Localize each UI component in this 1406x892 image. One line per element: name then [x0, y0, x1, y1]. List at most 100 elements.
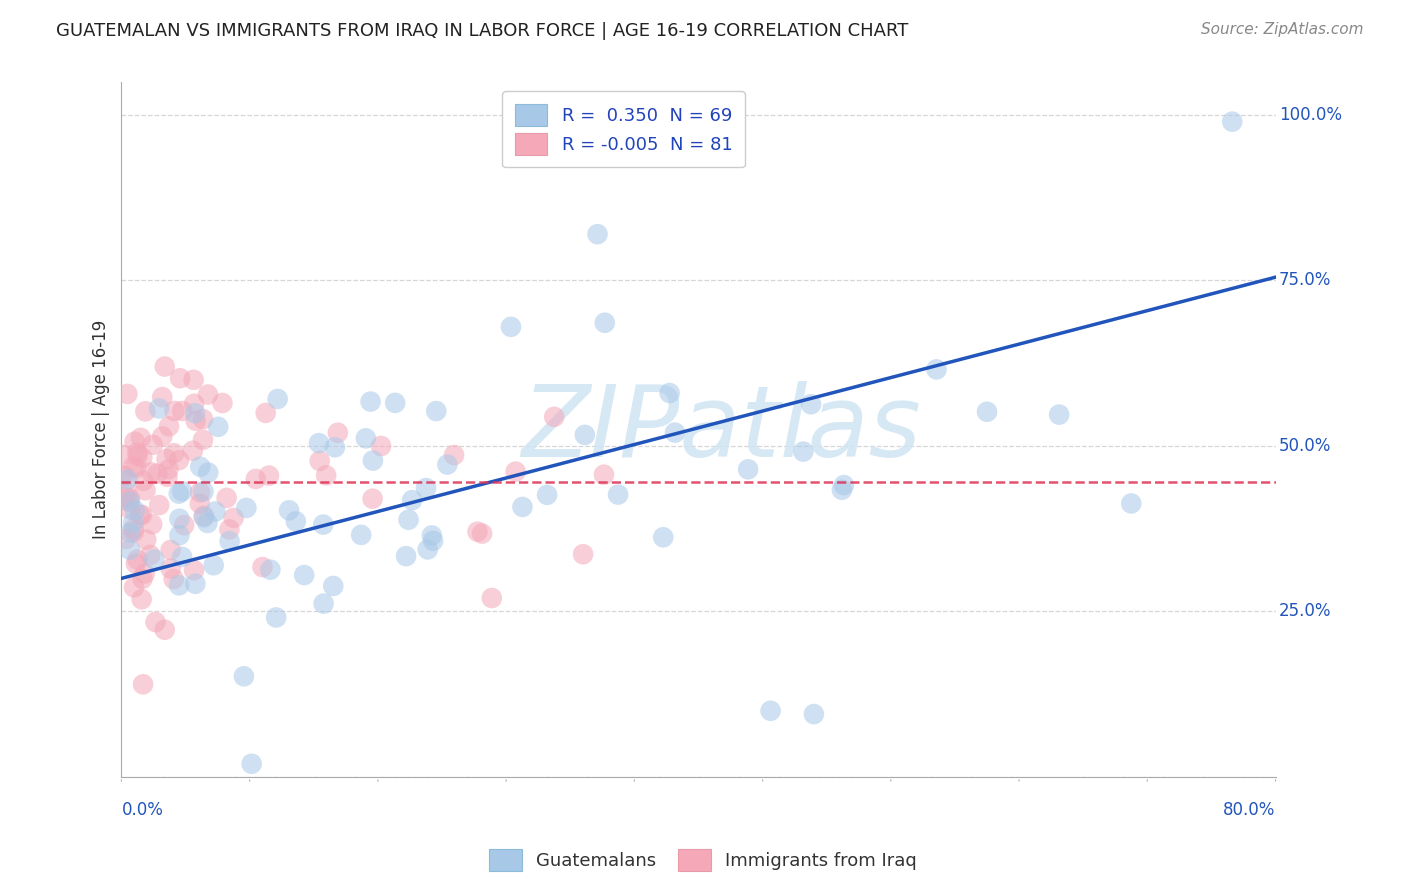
Point	[155, 452, 177, 467]
Point	[111, 468, 134, 483]
Point	[169, 512, 191, 526]
Point	[361, 491, 384, 506]
Point	[759, 704, 782, 718]
Point	[124, 503, 146, 517]
Point	[131, 572, 153, 586]
Point	[131, 450, 153, 465]
Point	[132, 677, 155, 691]
Point	[167, 486, 190, 500]
Point	[593, 467, 616, 482]
Point	[401, 493, 423, 508]
Point	[183, 373, 205, 387]
Text: ZIPatlas: ZIPatlas	[522, 381, 921, 478]
Point	[361, 453, 384, 467]
Point	[184, 414, 207, 428]
Point	[139, 465, 162, 479]
Point	[162, 572, 184, 586]
Text: 50.0%: 50.0%	[1279, 437, 1331, 455]
Point	[292, 568, 315, 582]
Point	[135, 483, 157, 498]
Y-axis label: In Labor Force | Age 16-19: In Labor Force | Age 16-19	[93, 320, 110, 539]
Point	[146, 467, 169, 481]
Point	[114, 468, 136, 483]
Point	[118, 494, 141, 508]
Point	[574, 428, 596, 442]
Point	[471, 526, 494, 541]
Point	[129, 508, 152, 522]
Point	[831, 483, 853, 497]
Point	[1121, 496, 1143, 510]
Point	[111, 448, 134, 462]
Point	[416, 542, 439, 557]
Point	[925, 362, 948, 376]
Point	[117, 473, 139, 487]
Point	[139, 548, 162, 562]
Point	[124, 434, 146, 449]
Point	[118, 491, 141, 506]
Point	[150, 429, 173, 443]
Legend: R =  0.350  N = 69, R = -0.005  N = 81: R = 0.350 N = 69, R = -0.005 N = 81	[502, 91, 745, 168]
Point	[512, 500, 534, 514]
Point	[800, 397, 823, 411]
Point	[115, 485, 138, 500]
Point	[157, 462, 180, 476]
Point	[169, 528, 191, 542]
Point	[204, 504, 226, 518]
Point	[266, 392, 288, 406]
Point	[135, 533, 157, 547]
Point	[122, 522, 145, 536]
Point	[173, 518, 195, 533]
Point	[148, 498, 170, 512]
Point	[395, 549, 418, 563]
Point	[125, 557, 148, 571]
Point	[114, 490, 136, 504]
Point	[252, 560, 274, 574]
Point	[172, 404, 194, 418]
Point	[326, 425, 349, 440]
Point	[148, 401, 170, 416]
Point	[211, 396, 233, 410]
Point	[278, 503, 301, 517]
Point	[572, 547, 595, 561]
Point	[159, 543, 181, 558]
Point	[193, 484, 215, 499]
Point	[737, 462, 759, 476]
Text: GUATEMALAN VS IMMIGRANTS FROM IRAQ IN LABOR FORCE | AGE 16-19 CORRELATION CHART: GUATEMALAN VS IMMIGRANTS FROM IRAQ IN LA…	[56, 22, 908, 40]
Point	[481, 591, 503, 605]
Point	[607, 487, 630, 501]
Point	[120, 502, 142, 516]
Point	[132, 474, 155, 488]
Point	[422, 533, 444, 548]
Point	[259, 563, 281, 577]
Point	[131, 592, 153, 607]
Point	[127, 552, 149, 566]
Point	[193, 508, 215, 523]
Point	[163, 446, 186, 460]
Point	[420, 528, 443, 542]
Point	[218, 534, 240, 549]
Point	[134, 404, 156, 418]
Point	[156, 470, 179, 484]
Text: 25.0%: 25.0%	[1279, 602, 1331, 621]
Point	[172, 484, 194, 499]
Point	[443, 448, 465, 462]
Text: 0.0%: 0.0%	[121, 801, 163, 820]
Point	[191, 412, 214, 426]
Point	[467, 524, 489, 539]
Point	[308, 436, 330, 450]
Point	[118, 542, 141, 557]
Point	[188, 485, 211, 500]
Point	[118, 494, 141, 508]
Point	[222, 511, 245, 525]
Point	[134, 566, 156, 581]
Point	[350, 528, 373, 542]
Point	[425, 404, 447, 418]
Point	[536, 488, 558, 502]
Point	[183, 563, 205, 577]
Point	[323, 440, 346, 454]
Point	[436, 458, 458, 472]
Point	[254, 406, 277, 420]
Point	[792, 444, 814, 458]
Point	[157, 419, 180, 434]
Point	[1047, 408, 1070, 422]
